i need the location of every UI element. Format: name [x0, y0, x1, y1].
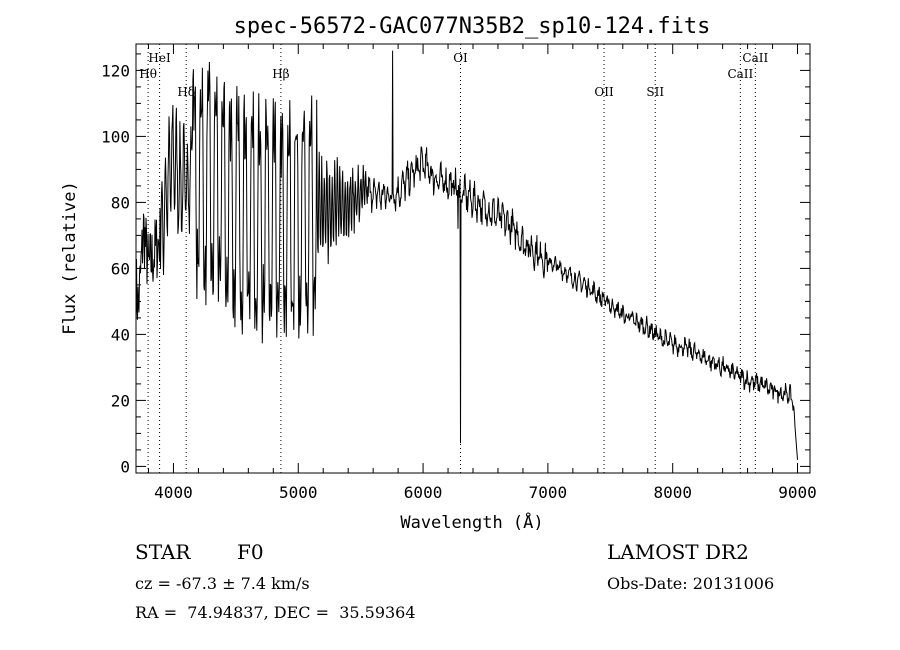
line-label-Hδ: Hδ — [177, 85, 195, 99]
line-label-HeI: HeI — [148, 51, 171, 65]
plot-area: Hθ HeI Hδ Hβ OI OII SII CaII CaII 4000 5000 6000 700… — [101, 43, 817, 502]
y-tick-label: 0 — [120, 457, 130, 476]
x-tick-label: 4000 — [154, 483, 193, 502]
observation-date: Obs-Date: 20131006 — [607, 574, 775, 593]
line-label-SII: SII — [646, 85, 664, 99]
line-label-Hβ: Hβ — [272, 67, 289, 81]
object-class: STAR — [135, 540, 191, 564]
x-axis-label: Wavelength (Å) — [400, 511, 543, 533]
y-tick-label: 80 — [111, 193, 130, 212]
y-axis-label: Flux (relative) — [60, 181, 80, 335]
redshift-value: cz = -67.3 ± 7.4 km/s — [135, 574, 310, 593]
x-tick-label: 6000 — [404, 483, 443, 502]
line-label-Hθ: Hθ — [139, 67, 157, 81]
object-subclass: F0 — [237, 540, 264, 564]
line-label-CaII: CaII — [727, 67, 753, 81]
y-tick-label: 100 — [101, 127, 130, 146]
y-tick-label: 60 — [111, 259, 130, 278]
x-tick-label: 9000 — [778, 483, 817, 502]
x-tick-label: 7000 — [529, 483, 568, 502]
x-tick-label: 8000 — [653, 483, 692, 502]
chart-title: spec-56572-GAC077N35B2_sp10-124.fits — [234, 14, 711, 39]
y-tick-label: 40 — [111, 325, 130, 344]
line-label-CaII: CaII — [742, 51, 768, 65]
x-tick-label: 5000 — [279, 483, 318, 502]
y-tick-label: 120 — [101, 61, 130, 80]
y-tick-label: 20 — [111, 391, 130, 410]
sky-coordinates: RA = 74.94837, DEC = 35.59364 — [135, 603, 416, 622]
line-label-OII: OII — [594, 85, 614, 99]
spectrum-chart: spec-56572-GAC077N35B2_sp10-124.fits HθH… — [60, 14, 817, 533]
spectrum-line — [135, 50, 798, 460]
line-label-OI: OI — [453, 51, 468, 65]
survey-name: LAMOST DR2 — [607, 540, 749, 564]
